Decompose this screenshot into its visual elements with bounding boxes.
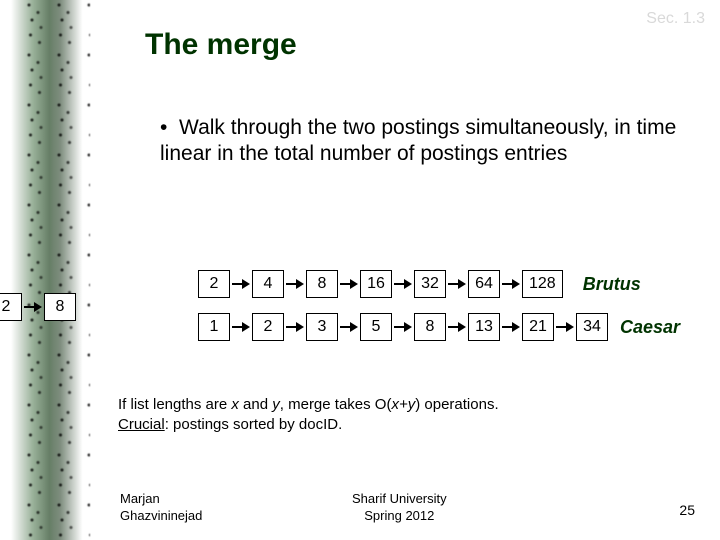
venue-line1: Sharif University (352, 491, 447, 506)
slide-title: The merge (145, 28, 297, 62)
arrow-icon (394, 321, 412, 333)
author-line1: Marjan (120, 491, 160, 506)
bullet-point: • (160, 116, 179, 139)
posting-box: 13 (468, 313, 500, 341)
note-text: ) operations. (415, 396, 498, 413)
note-text: , merge takes O( (280, 396, 392, 413)
caesar-label: Caesar (620, 317, 680, 338)
section-label: Sec. 1.3 (646, 10, 705, 28)
posting-box: 21 (522, 313, 554, 341)
author-line2: Ghazvininejad (120, 508, 202, 523)
result-box: 8 (44, 293, 76, 321)
var-x: x (231, 396, 239, 413)
crucial-label: Crucial (118, 416, 165, 433)
arrow-icon (340, 321, 358, 333)
result-box: 2 (0, 293, 22, 321)
posting-box: 32 (414, 270, 446, 298)
note-text: If list lengths are (118, 396, 231, 413)
posting-box: 8 (306, 270, 338, 298)
arrow-icon (502, 321, 520, 333)
posting-box: 2 (198, 270, 230, 298)
posting-box: 3 (306, 313, 338, 341)
arrow-icon (394, 278, 412, 290)
brutus-label: Brutus (583, 274, 641, 295)
arrow-icon (232, 321, 250, 333)
arrow-icon (286, 321, 304, 333)
arrow-icon (448, 321, 466, 333)
arrow-icon (556, 321, 574, 333)
var-y: y (272, 396, 280, 413)
footer-author: Marjan Ghazvininejad (120, 491, 202, 525)
posting-box: 4 (252, 270, 284, 298)
result-postings: 2 8 (0, 293, 76, 321)
arrow-icon (286, 278, 304, 290)
postings-diagram: 2 4 8 16 32 64 128 Brutus 1 2 3 5 8 13 2… (0, 270, 720, 356)
footer-venue: Sharif University Spring 2012 (352, 491, 447, 525)
arrow-icon (448, 278, 466, 290)
posting-box: 2 (252, 313, 284, 341)
posting-box: 1 (198, 313, 230, 341)
slide-number: 25 (679, 502, 695, 518)
posting-box: 8 (414, 313, 446, 341)
caesar-row: 1 2 3 5 8 13 21 34 Caesar (198, 313, 720, 341)
venue-line2: Spring 2012 (364, 508, 434, 523)
arrow-icon (232, 278, 250, 290)
arrow-icon (340, 278, 358, 290)
crucial-rest: : postings sorted by docID. (165, 416, 343, 433)
arrow-icon (24, 301, 42, 313)
posting-box: 64 (468, 270, 500, 298)
var-xy: x+y (391, 396, 415, 413)
posting-box: 128 (522, 270, 563, 298)
posting-box: 5 (360, 313, 392, 341)
complexity-note: If list lengths are x and y, merge takes… (118, 395, 499, 436)
bullet-main: • Walk through the two postings simultan… (160, 115, 680, 168)
brutus-row: 2 4 8 16 32 64 128 Brutus (198, 270, 720, 298)
arrow-icon (502, 278, 520, 290)
posting-box: 34 (576, 313, 608, 341)
note-text: and (239, 396, 272, 413)
posting-box: 16 (360, 270, 392, 298)
bullet-content: Walk through the two postings simultaneo… (160, 116, 676, 165)
